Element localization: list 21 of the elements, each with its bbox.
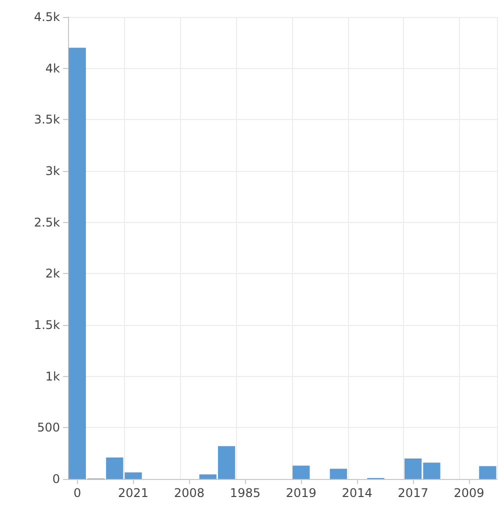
y-tick-label: 4.5k — [34, 10, 60, 24]
x-tick-label: 2008 — [174, 486, 205, 500]
bar — [330, 468, 348, 479]
x-tick-label: 2014 — [342, 486, 372, 500]
y-tick-label: 3.5k — [34, 112, 60, 127]
y-tick-label: 0 — [52, 472, 60, 486]
x-tick-label: 2017 — [398, 486, 428, 500]
y-tick-label: 2.5k — [34, 215, 60, 230]
x-tick-label: 0 — [74, 486, 82, 500]
y-tick-label: 3k — [45, 164, 60, 178]
x-tick-label: 2009 — [454, 486, 484, 500]
y-tick-label: 500 — [37, 420, 60, 435]
bar — [479, 466, 496, 479]
y-tick-label: 2k — [45, 266, 60, 281]
x-tick-label: 2021 — [118, 486, 149, 500]
y-tick-label: 1k — [45, 369, 60, 384]
y-tick-label: 1.5k — [34, 318, 60, 332]
y-tick-label: 4k — [45, 61, 60, 76]
x-tick-label: 2019 — [286, 486, 316, 500]
x-tick-label: 1985 — [230, 486, 260, 500]
bar — [292, 466, 310, 479]
